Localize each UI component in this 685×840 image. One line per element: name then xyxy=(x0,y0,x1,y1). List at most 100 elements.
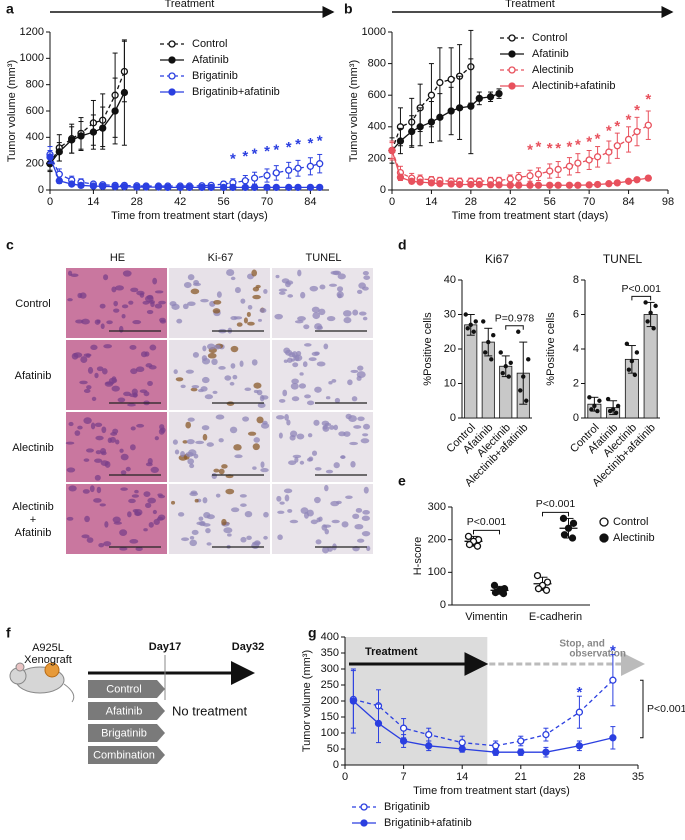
nucleus xyxy=(362,316,368,321)
nucleus xyxy=(134,489,139,494)
x-tick-label: E-cadherin xyxy=(529,611,582,623)
nucleus xyxy=(103,344,112,349)
nucleus xyxy=(260,422,270,429)
x-tick-label: 0 xyxy=(389,196,395,208)
micrograph xyxy=(169,268,270,338)
nucleus xyxy=(309,285,319,292)
nucleus xyxy=(74,430,81,436)
nucleus xyxy=(347,379,353,386)
nucleus xyxy=(121,313,126,319)
legend-label: Alectinib xyxy=(613,532,655,544)
nucleus xyxy=(196,521,205,526)
nucleus xyxy=(285,281,291,288)
y-tick-label: 4 xyxy=(573,343,579,355)
y-tick-label: 0 xyxy=(38,184,44,196)
significance-star: * xyxy=(567,138,573,155)
nucleus xyxy=(201,425,210,431)
nucleus xyxy=(328,283,338,287)
nucleus xyxy=(242,416,250,422)
data-point xyxy=(436,113,444,121)
data-point xyxy=(644,121,652,129)
legend-label: Brigatinib+afatinib xyxy=(384,817,472,829)
data-point xyxy=(653,303,658,309)
nucleus xyxy=(323,524,332,528)
significance-star: * xyxy=(576,684,582,701)
group-box xyxy=(88,702,165,720)
data-point xyxy=(473,542,482,550)
legend-label: Control xyxy=(192,38,227,50)
y-tick-label: 200 xyxy=(321,695,339,707)
data-point xyxy=(46,153,54,161)
nucleus xyxy=(257,402,266,408)
legend-label: Afatinib xyxy=(192,54,229,66)
data-point xyxy=(241,183,249,192)
nucleus xyxy=(200,298,209,303)
group-box xyxy=(88,724,165,742)
nucleus xyxy=(287,357,293,363)
nucleus xyxy=(147,497,156,504)
data-point xyxy=(589,407,594,412)
nucleus xyxy=(257,318,263,322)
micrograph xyxy=(66,340,167,410)
data-point xyxy=(624,341,630,347)
nucleus xyxy=(115,285,124,291)
data-point xyxy=(508,360,513,365)
data-point xyxy=(542,730,550,739)
significance-star: * xyxy=(252,145,258,162)
nucleus xyxy=(142,300,150,305)
nucleus xyxy=(350,369,359,374)
data-point xyxy=(455,180,464,189)
nucleus xyxy=(308,357,317,362)
nucleus xyxy=(82,489,90,494)
nucleus xyxy=(296,433,305,440)
nucleus xyxy=(189,535,195,540)
micrograph xyxy=(169,412,270,482)
data-point xyxy=(68,180,76,188)
legend-marker xyxy=(360,819,368,827)
micrograph xyxy=(66,268,167,338)
data-point xyxy=(568,534,577,542)
nucleus xyxy=(361,515,370,521)
data-point xyxy=(526,181,534,189)
nucleus xyxy=(297,316,306,322)
micrograph xyxy=(169,484,270,554)
nucleus xyxy=(325,469,334,474)
y-tick-label: 300 xyxy=(428,501,446,513)
data-point xyxy=(207,183,215,192)
nucleus xyxy=(147,457,153,465)
x-tick-label: 0 xyxy=(342,771,348,783)
nucleus xyxy=(362,423,371,430)
nucleus xyxy=(81,534,90,539)
nucleus xyxy=(87,366,94,374)
nucleus xyxy=(200,386,208,392)
data-point xyxy=(55,148,63,156)
y-tick-label: 10 xyxy=(444,377,456,389)
data-point xyxy=(120,183,129,191)
data-point xyxy=(467,102,475,110)
x-tick-label: 0 xyxy=(47,196,53,208)
nucleus xyxy=(314,467,322,471)
micrograph xyxy=(272,412,373,482)
nucleus xyxy=(298,383,307,389)
nucleus xyxy=(278,398,286,403)
nucleus xyxy=(202,523,211,527)
nucleus xyxy=(362,270,369,276)
legend-marker xyxy=(508,34,516,42)
data-point xyxy=(272,183,280,192)
nucleus xyxy=(169,301,177,307)
data-point xyxy=(250,174,259,182)
nucleus xyxy=(176,318,183,324)
nucleus xyxy=(279,501,285,505)
nucleus xyxy=(125,466,131,472)
nucleus xyxy=(120,487,128,491)
data-point xyxy=(142,183,150,191)
nucleus xyxy=(192,352,199,358)
data-point xyxy=(396,137,405,145)
nucleus xyxy=(314,386,322,393)
nucleus xyxy=(263,511,269,518)
nucleus xyxy=(331,519,340,524)
data-point xyxy=(492,742,500,750)
nucleus xyxy=(291,396,300,402)
phase-label: Treatment xyxy=(365,646,418,658)
y-tick-label: 350 xyxy=(321,647,339,659)
